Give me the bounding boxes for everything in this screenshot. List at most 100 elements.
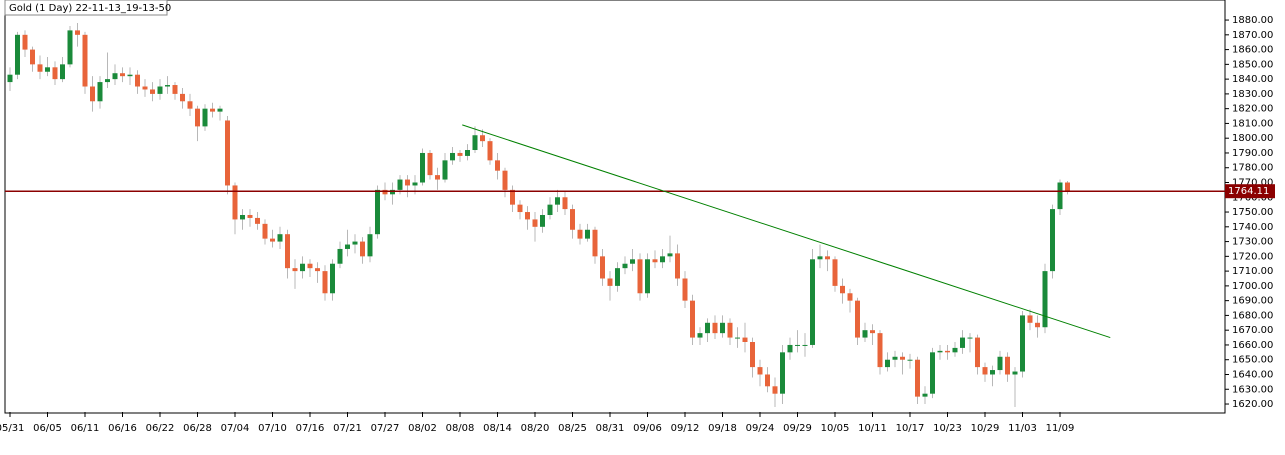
candle-body: [847, 293, 853, 301]
candle-body: [892, 356, 898, 360]
candle-body: [300, 263, 305, 272]
candle-body: [315, 268, 320, 272]
candle-body: [1050, 209, 1055, 272]
candle-body: [195, 108, 200, 127]
chart-title: Gold (1 Day) 22-11-13_19-13-50: [9, 3, 171, 14]
candle-body: [615, 268, 620, 286]
x-tick-label: 10/05: [821, 423, 850, 434]
candle-body: [645, 259, 650, 294]
x-tick-label: 10/17: [896, 423, 925, 434]
candle-body: [705, 322, 710, 334]
candle-body: [780, 352, 785, 394]
candle-body: [90, 86, 95, 102]
candle-body: [472, 135, 478, 151]
candle-body: [915, 359, 920, 397]
candle-body: [330, 263, 335, 294]
candle-body: [277, 234, 283, 242]
candle-body: [1065, 182, 1070, 192]
x-tick-label: 09/29: [783, 423, 812, 434]
candle-body: [525, 212, 530, 220]
y-tick-label: 1870.00: [1232, 30, 1273, 41]
candle-body: [982, 367, 988, 375]
candle-body: [810, 259, 815, 345]
candle-body: [412, 182, 418, 186]
y-tick-label: 1830.00: [1232, 89, 1273, 100]
candle-body: [165, 85, 170, 87]
candle-body: [217, 108, 223, 112]
y-tick-label: 1880.00: [1232, 15, 1273, 26]
candle-body: [22, 34, 28, 50]
candle-body: [457, 152, 463, 156]
trend-line: [462, 124, 1111, 339]
y-tick-label: 1690.00: [1232, 296, 1273, 307]
x-tick-label: 11/09: [1046, 423, 1075, 434]
candle-body: [727, 322, 733, 338]
x-tick-label: 08/08: [446, 423, 475, 434]
candle-body: [997, 356, 1003, 371]
candle-body: [787, 344, 793, 353]
candle-body: [825, 256, 830, 260]
candle-body: [397, 179, 403, 190]
candle-body: [675, 253, 680, 279]
candle-body: [52, 67, 58, 80]
candle-body: [465, 150, 470, 156]
candle-body: [547, 204, 553, 215]
y-tick-label: 1620.00: [1232, 399, 1273, 410]
x-tick-label: 11/03: [1008, 423, 1037, 434]
candle-body: [120, 73, 125, 77]
candle-body: [742, 337, 748, 342]
candle-body: [487, 141, 493, 161]
candle-body: [210, 108, 215, 112]
candle-body: [555, 197, 560, 205]
candle-body: [975, 337, 980, 368]
candle-body: [855, 300, 860, 338]
y-tick-label: 1780.00: [1232, 163, 1273, 174]
x-tick-label: 07/21: [333, 423, 362, 434]
candle-body: [990, 370, 995, 375]
candle-body: [67, 30, 73, 65]
candle-body: [150, 89, 155, 94]
x-tick-label: 06/11: [71, 423, 100, 434]
x-tick-label: 06/28: [183, 423, 212, 434]
candle-body: [435, 175, 440, 180]
candle-body: [382, 189, 388, 195]
candle-body: [352, 241, 358, 245]
x-tick-label: 09/24: [746, 423, 775, 434]
y-tick-label: 1750.00: [1232, 207, 1273, 218]
x-tick-label: 10/29: [971, 423, 1000, 434]
y-tick-label: 1720.00: [1232, 251, 1273, 262]
candle-body: [570, 209, 575, 230]
candle-body: [577, 229, 583, 239]
candle-body: [270, 238, 275, 242]
candle-body: [390, 189, 395, 195]
candle-body: [82, 34, 88, 87]
candle-body: [637, 259, 643, 294]
candle-body: [750, 341, 755, 368]
candle-body: [622, 263, 628, 269]
candle-body: [345, 244, 350, 249]
y-tick-label: 1640.00: [1232, 369, 1273, 380]
candle-body: [630, 259, 635, 264]
y-tick-label: 1810.00: [1232, 118, 1273, 129]
candle-body: [240, 214, 245, 220]
candle-body: [307, 263, 313, 269]
y-tick-label: 1730.00: [1232, 237, 1273, 248]
candle-body: [135, 74, 140, 87]
candle-body: [945, 350, 950, 353]
y-tick-label: 1630.00: [1232, 384, 1273, 395]
candle-body: [420, 152, 425, 183]
y-tick-label: 1800.00: [1232, 133, 1273, 144]
candle-body: [682, 278, 688, 301]
candle-body: [15, 34, 20, 75]
x-tick-label: 07/16: [296, 423, 325, 434]
candle-body: [607, 278, 613, 286]
candle-body: [427, 152, 433, 176]
candle-body: [667, 253, 673, 257]
candle-body: [757, 367, 763, 375]
candle-body: [187, 101, 193, 109]
candle-body: [870, 330, 875, 334]
candle-body: [712, 322, 718, 334]
y-tick-label: 1860.00: [1232, 45, 1273, 56]
candle-body: [180, 93, 185, 102]
y-tick-label: 1770.00: [1232, 178, 1273, 189]
